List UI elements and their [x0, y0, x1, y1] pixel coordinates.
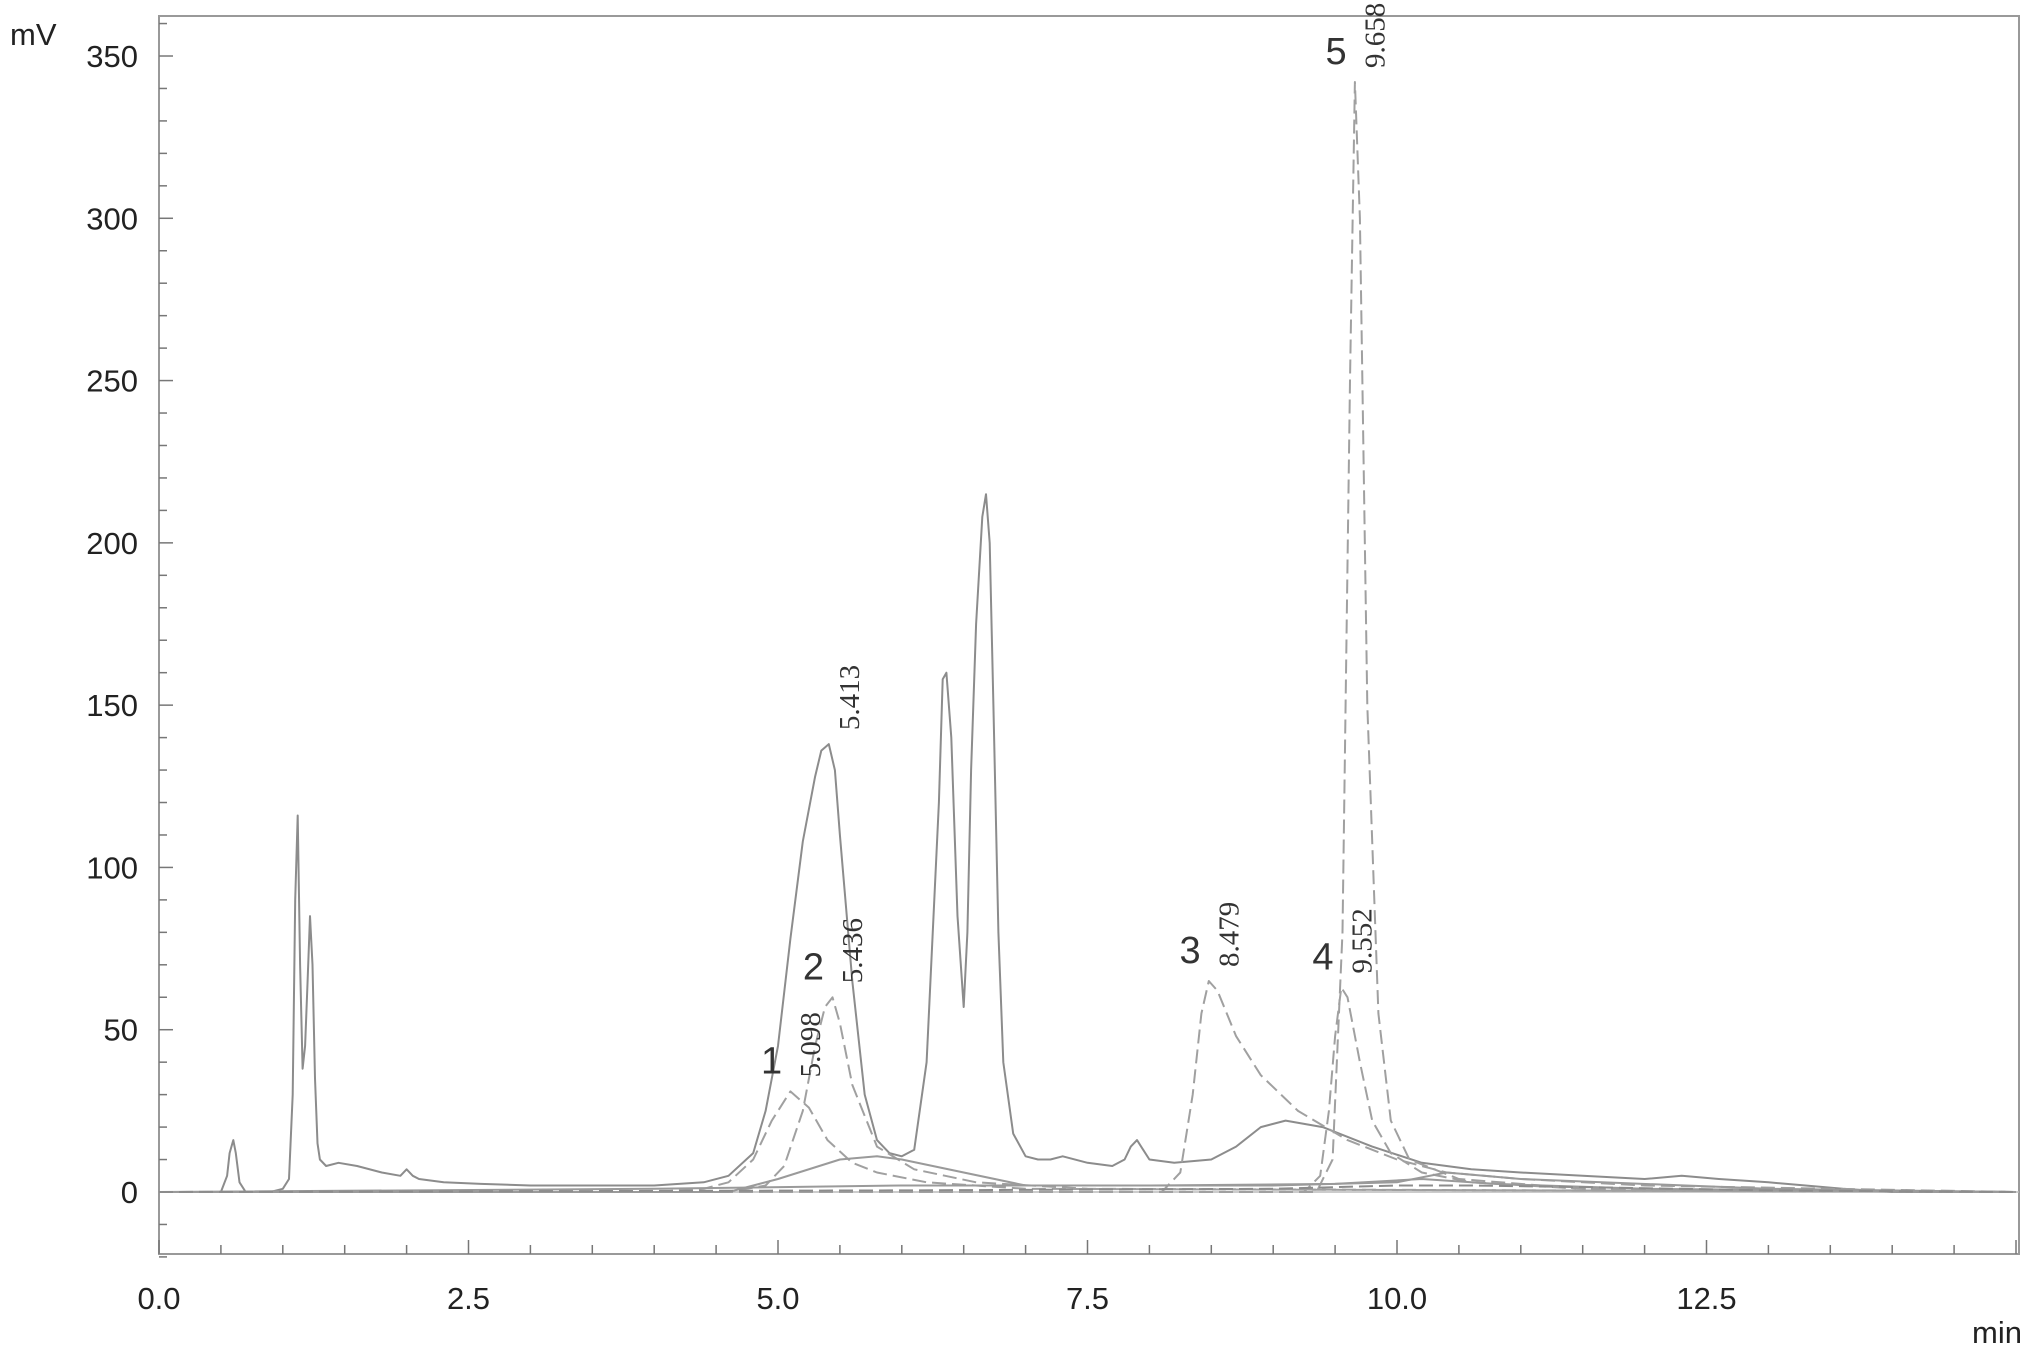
retention-time-label: 8.479 — [1214, 902, 1246, 967]
x-tick-label: 2.5 — [447, 1281, 490, 1316]
x-tick-label: 5.0 — [756, 1281, 799, 1316]
y-tick-label: 250 — [86, 364, 138, 399]
retention-time-label: 5.098 — [795, 1012, 827, 1077]
retention-time-label: 5.436 — [837, 918, 869, 983]
peak-number-label: 1 — [761, 1040, 782, 1082]
x-tick-label: 12.5 — [1676, 1281, 1736, 1316]
peak-annotations: 1 5.098 2 5.436 5.413 3 8.479 4 9.552 5 9.658 — [761, 3, 1392, 1083]
y-tick-label: 200 — [86, 526, 138, 561]
x-axis-ticks: 0.0 2.5 5.0 7.5 10.0 12.5 — [137, 1281, 1736, 1316]
minor-ticks — [158, 22, 2017, 1258]
peak-number-label: 5 — [1326, 31, 1347, 73]
y-tick-label: 150 — [86, 688, 138, 723]
x-tick-label: 7.5 — [1066, 1281, 1109, 1316]
series-layer — [158, 81, 2017, 1193]
series-line-9 — [158, 1184, 2017, 1193]
x-tick-label: 10.0 — [1367, 1281, 1427, 1316]
retention-time-label: 9.552 — [1347, 908, 1379, 973]
y-tick-label: 50 — [104, 1013, 138, 1048]
series-line-8 — [158, 1178, 2017, 1193]
y-tick-label: 350 — [86, 39, 138, 74]
y-axis-ticks: 0 50 100 150 200 250 300 350 — [86, 39, 138, 1210]
x-axis-unit-label: min — [1972, 1315, 2022, 1347]
peak-number-label: 2 — [803, 946, 824, 988]
series-line-7 — [159, 1155, 2017, 1193]
plot-frame — [158, 15, 2020, 1255]
retention-time-label: 9.658 — [1360, 3, 1392, 68]
series-line-4 — [159, 980, 2017, 1193]
peak-number-label: 3 — [1180, 930, 1201, 972]
series-line-5 — [159, 986, 2017, 1193]
series-line-1 — [159, 493, 2016, 1193]
y-tick-label: 300 — [86, 201, 138, 236]
series-line-3 — [159, 996, 2017, 1193]
y-tick-label: 0 — [121, 1175, 138, 1210]
retention-time-label: 5.413 — [834, 665, 866, 730]
series-line-2 — [159, 1090, 2017, 1193]
x-tick-label: 0.0 — [137, 1281, 180, 1316]
series-line-6 — [159, 81, 2017, 1193]
y-tick-label: 100 — [86, 850, 138, 885]
peak-number-label: 4 — [1312, 937, 1333, 979]
y-axis-unit-label: mV — [10, 17, 57, 52]
